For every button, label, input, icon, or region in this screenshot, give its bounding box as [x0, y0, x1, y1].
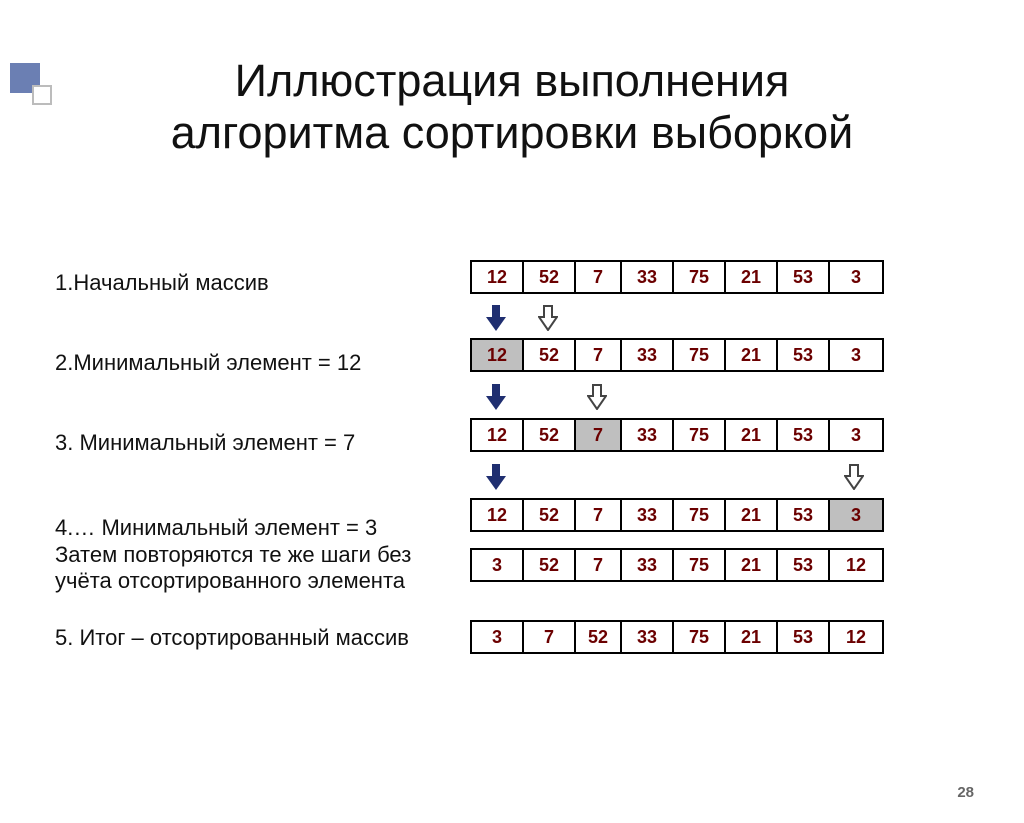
- array-cell: 7: [576, 420, 622, 450]
- array-cell: 7: [576, 262, 622, 292]
- array-cell: 52: [524, 420, 576, 450]
- array-cell: 21: [726, 340, 778, 370]
- array-cell: 52: [524, 262, 576, 292]
- array-cell: 21: [726, 622, 778, 652]
- step-label: 1.Начальный массив: [55, 270, 465, 296]
- array-cell: 12: [472, 500, 524, 530]
- array-cell: 52: [524, 550, 576, 580]
- step-label: 3. Минимальный элемент = 7: [55, 430, 465, 456]
- array-cell: 52: [524, 340, 576, 370]
- step-label: 2.Минимальный элемент = 12: [55, 350, 465, 376]
- array-cell: 53: [778, 262, 830, 292]
- array-row: 12527337521533: [470, 260, 884, 294]
- array-cell: 7: [576, 500, 622, 530]
- array-cell: 3: [830, 340, 882, 370]
- array-cell: 75: [674, 500, 726, 530]
- array-cell: 7: [576, 550, 622, 580]
- array-cell: 12: [472, 420, 524, 450]
- array-cell: 7: [524, 622, 576, 652]
- array-row: 12527337521533: [470, 498, 884, 532]
- array-cell: 52: [524, 500, 576, 530]
- title-line-1: Иллюстрация выполнения: [235, 55, 790, 106]
- step-label: 5. Итог – отсортированный массив: [55, 625, 465, 651]
- array-cell: 53: [778, 622, 830, 652]
- array-cell: 3: [830, 500, 882, 530]
- array-cell: 33: [622, 500, 674, 530]
- array-row: 35273375215312: [470, 548, 884, 582]
- array-cell: 7: [576, 340, 622, 370]
- array-cell: 3: [830, 420, 882, 450]
- array-row: 12527337521533: [470, 418, 884, 452]
- arrow-scan-icon: [522, 305, 574, 333]
- array-cell: 33: [622, 550, 674, 580]
- arrow-current-icon: [470, 464, 522, 492]
- page-number: 28: [957, 784, 974, 801]
- array-cell: 33: [622, 262, 674, 292]
- array-cell: 75: [674, 340, 726, 370]
- array-cell: 21: [726, 420, 778, 450]
- array-cell: 33: [622, 420, 674, 450]
- array-row: 12527337521533: [470, 338, 884, 372]
- arrow-scan-icon: [828, 464, 880, 492]
- array-cell: 33: [622, 622, 674, 652]
- array-cell: 21: [726, 550, 778, 580]
- corner-decoration: [10, 63, 58, 111]
- array-cell: 12: [830, 622, 882, 652]
- array-cell: 3: [472, 622, 524, 652]
- array-cell: 21: [726, 262, 778, 292]
- array-cell: 53: [778, 420, 830, 450]
- title-line-2: алгоритма сортировки выборкой: [171, 107, 854, 158]
- step-label: 4.… Минимальный элемент = 3: [55, 515, 465, 541]
- array-cell: 75: [674, 420, 726, 450]
- arrow-current-icon: [470, 305, 522, 333]
- arrow-scan-icon: [574, 384, 620, 412]
- array-cell: 75: [674, 622, 726, 652]
- step-label: Затем повторяются те же шаги без учёта о…: [55, 542, 465, 595]
- array-cell: 3: [830, 262, 882, 292]
- array-cell: 3: [472, 550, 524, 580]
- array-cell: 12: [830, 550, 882, 580]
- array-row: 37523375215312: [470, 620, 884, 654]
- array-cell: 12: [472, 262, 524, 292]
- array-cell: 53: [778, 550, 830, 580]
- deco-square-outline: [32, 85, 52, 105]
- array-cell: 53: [778, 500, 830, 530]
- slide-title: Иллюстрация выполнения алгоритма сортиро…: [0, 55, 1024, 159]
- arrow-current-icon: [470, 384, 522, 412]
- array-cell: 75: [674, 262, 726, 292]
- array-cell: 75: [674, 550, 726, 580]
- array-cell: 12: [472, 340, 524, 370]
- array-cell: 21: [726, 500, 778, 530]
- array-cell: 52: [576, 622, 622, 652]
- array-cell: 53: [778, 340, 830, 370]
- array-cell: 33: [622, 340, 674, 370]
